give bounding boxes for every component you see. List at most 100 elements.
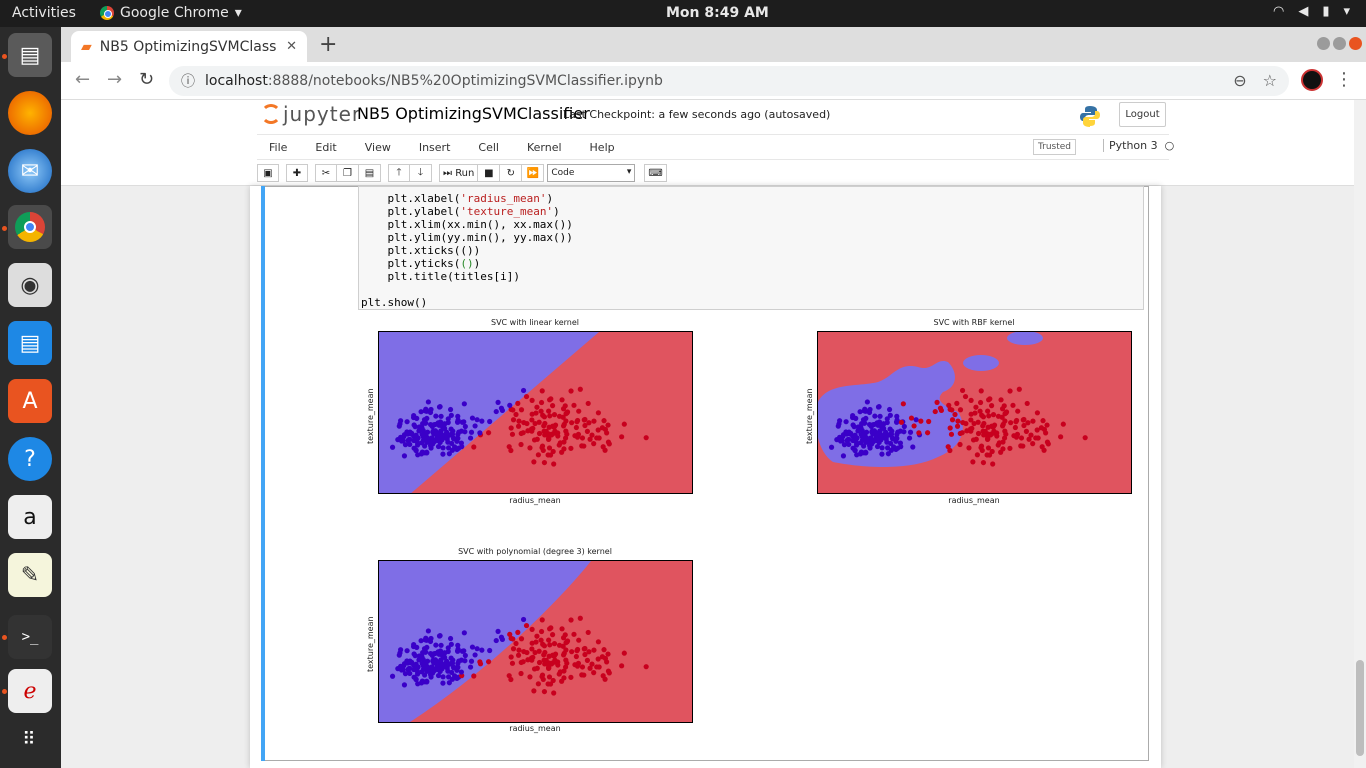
system-tray[interactable]: ◠ ◀ ▮ ▾	[1273, 4, 1350, 19]
data-point	[960, 419, 966, 426]
text-editor-icon[interactable]: ✎	[8, 553, 52, 597]
data-point	[507, 402, 513, 408]
forward-arrow-icon[interactable]: →	[107, 69, 123, 90]
app-menu[interactable]: Google Chrome ▾	[100, 5, 242, 21]
data-point	[509, 431, 516, 437]
data-point	[536, 419, 542, 425]
terminal-icon[interactable]: >_	[8, 615, 52, 659]
rhythmbox-icon[interactable]: ◉	[8, 263, 52, 307]
chrome-dock-icon[interactable]	[8, 205, 52, 249]
software-center-icon[interactable]: A	[8, 379, 52, 423]
menu-insert[interactable]: Insert	[418, 140, 451, 154]
code-editor[interactable]: plt.xlabel('radius_mean') plt.ylabel('te…	[358, 186, 1144, 310]
data-point	[424, 449, 430, 455]
data-point	[518, 670, 524, 677]
data-point	[446, 451, 452, 457]
data-point	[563, 411, 569, 417]
logout-button[interactable]: Logout	[1119, 102, 1166, 127]
running-indicator	[2, 226, 7, 231]
app-icon[interactable]: ℯ	[8, 669, 52, 713]
data-point	[964, 428, 970, 434]
notebook-title[interactable]: NB5 OptimizingSVMClassifier	[357, 104, 590, 123]
stop-icon[interactable]: ■	[478, 164, 501, 182]
run-label: Run	[455, 167, 475, 179]
amazon-icon[interactable]: a	[8, 495, 52, 539]
data-point	[948, 431, 955, 437]
restart-run-all-icon[interactable]: ⏩	[522, 164, 545, 182]
close-icon[interactable]: ✕	[286, 39, 297, 54]
run-button[interactable]: ⏭ Run	[439, 164, 479, 182]
keyboard-icon[interactable]: ⌨	[644, 164, 667, 182]
data-point	[441, 421, 447, 428]
move-up-icon[interactable]: 🡑	[388, 164, 410, 182]
close-window-button[interactable]	[1349, 37, 1362, 50]
address-bar[interactable]: ⓘ localhost:8888/notebooks/NB5%20Optimiz…	[169, 66, 1289, 96]
help-icon[interactable]: ?	[8, 437, 52, 481]
copy-icon[interactable]: ❐	[337, 164, 359, 182]
data-point	[880, 421, 886, 428]
browser-tab[interactable]: ▰ NB5 OptimizingSVMClass ✕	[71, 31, 307, 62]
page-scrollbar[interactable]	[1354, 100, 1366, 768]
maximize-button[interactable]	[1333, 37, 1346, 50]
data-point	[898, 419, 904, 425]
cell-type-select[interactable]: Code	[547, 164, 636, 182]
code-line: plt.ylim(yy.min(), yy.max())	[361, 231, 573, 244]
data-point	[415, 452, 421, 458]
thunderbird-icon[interactable]: ✉	[8, 149, 52, 193]
menu-cell[interactable]: Cell	[478, 140, 499, 154]
plot-ylabel: texture_mean	[805, 388, 814, 444]
minimize-button[interactable]	[1317, 37, 1330, 50]
save-icon[interactable]: ▣	[257, 164, 279, 182]
trusted-badge[interactable]: Trusted	[1033, 139, 1076, 155]
data-point	[934, 399, 940, 405]
data-point	[843, 419, 849, 425]
insert-cell-icon[interactable]: ✚	[286, 164, 308, 182]
data-point	[559, 449, 565, 455]
cut-icon[interactable]: ✂	[315, 164, 337, 182]
data-point	[1010, 402, 1016, 408]
menu-help[interactable]: Help	[589, 140, 615, 154]
data-point	[401, 453, 408, 459]
kebab-menu-icon[interactable]: ⋮	[1335, 69, 1353, 90]
data-point	[568, 674, 574, 680]
menu-file[interactable]: File	[269, 140, 288, 154]
clock[interactable]: Mon 8:49 AM	[666, 5, 769, 21]
data-point	[456, 429, 462, 435]
show-apps-icon[interactable]: ⠿	[22, 728, 38, 750]
zoom-icon[interactable]: ⊖	[1233, 71, 1247, 90]
notebook-container: plt.xlabel('radius_mean') plt.ylabel('te…	[250, 186, 1161, 768]
activities-button[interactable]: Activities	[12, 5, 76, 21]
running-indicator	[2, 54, 7, 59]
data-point	[529, 428, 535, 434]
firefox-icon[interactable]	[8, 91, 52, 135]
paste-icon[interactable]: ▤	[359, 164, 381, 182]
data-point	[600, 444, 606, 450]
menu-edit[interactable]: Edit	[315, 140, 337, 154]
restart-icon[interactable]: ↻	[500, 164, 523, 182]
data-point	[889, 435, 896, 441]
files-icon[interactable]: ▤	[8, 33, 52, 77]
bookmark-star-icon[interactable]: ☆	[1262, 71, 1277, 90]
data-point	[422, 637, 428, 643]
scrollbar-thumb[interactable]	[1356, 660, 1364, 756]
data-point	[585, 400, 591, 407]
menu-view[interactable]: View	[364, 140, 391, 154]
new-tab-button[interactable]: +	[319, 32, 338, 57]
writer-icon[interactable]: ▤	[8, 321, 52, 365]
data-point	[858, 449, 864, 455]
data-point	[859, 434, 865, 440]
data-point	[448, 412, 454, 418]
profile-avatar[interactable]	[1301, 69, 1323, 91]
data-point	[1021, 416, 1027, 423]
jupyter-logo[interactable]: jupyter	[261, 102, 361, 126]
data-point	[389, 673, 396, 679]
data-point	[538, 399, 545, 406]
menu-kernel[interactable]: Kernel	[526, 140, 562, 154]
data-point	[535, 681, 541, 687]
info-icon[interactable]: ⓘ	[181, 74, 195, 90]
app-name: Google Chrome	[120, 5, 229, 21]
reload-icon[interactable]: ↻	[139, 69, 155, 90]
back-arrow-icon[interactable]: ←	[75, 69, 91, 90]
data-point	[949, 407, 955, 413]
move-down-icon[interactable]: 🡓	[410, 164, 432, 182]
